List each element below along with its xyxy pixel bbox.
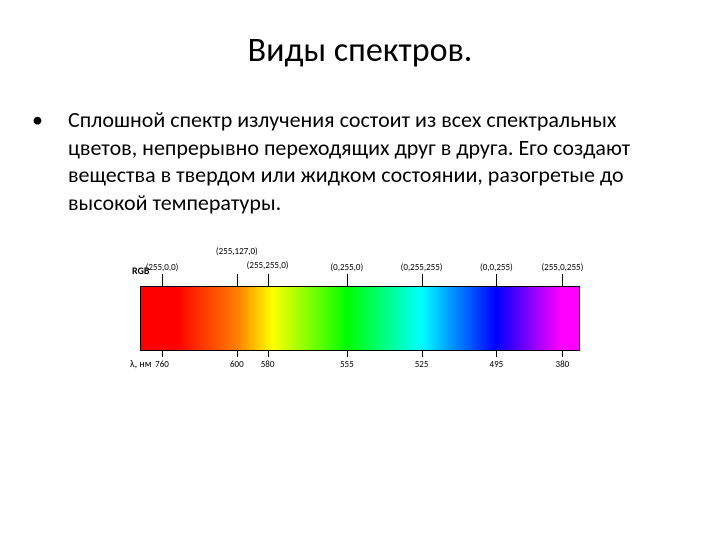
bottom-tick [347, 351, 348, 357]
spectrum-chart: RGB (255,0,0)(255,127,0)(255,255,0)(0,25… [140, 246, 580, 381]
wavelength-label: 555 [340, 359, 354, 370]
rgb-value-label: (0,0,255) [480, 262, 513, 273]
top-tick [562, 274, 563, 286]
rgb-value-label: (255,127,0) [216, 246, 258, 257]
top-tick [496, 274, 497, 286]
rgb-value-label: (255,255,0) [247, 260, 289, 271]
slide-title: Виды спектров. [50, 30, 670, 71]
x-axis-label: λ, нм [130, 357, 152, 370]
rgb-value-label: (255,0,255) [541, 262, 583, 273]
wavelength-label: 495 [490, 359, 504, 370]
bottom-tick [268, 351, 269, 357]
top-tick [237, 274, 238, 286]
wavelength-row: λ, нм 760600580555525495380 [140, 351, 580, 381]
body-text: Сплошной спектр излучения состоит из все… [68, 106, 630, 216]
rgb-value-label: (0,255,0) [330, 262, 363, 273]
bullet-icon: • [50, 106, 68, 134]
top-tick [422, 274, 423, 286]
bottom-tick [422, 351, 423, 357]
wavelength-label: 580 [261, 359, 275, 370]
bottom-tick [237, 351, 238, 357]
wavelength-label: 525 [415, 359, 429, 370]
rgb-label-row: RGB (255,0,0)(255,127,0)(255,255,0)(0,25… [140, 246, 580, 286]
rgb-value-label: (255,0,0) [146, 262, 179, 273]
body-paragraph: •Сплошной спектр излучения состоит из вс… [50, 106, 670, 216]
top-tick [268, 274, 269, 286]
bottom-tick [562, 351, 563, 357]
wavelength-label: 760 [155, 359, 169, 370]
top-tick [162, 274, 163, 286]
wavelength-label: 600 [230, 359, 244, 370]
bottom-tick [162, 351, 163, 357]
wavelength-label: 380 [556, 359, 570, 370]
top-tick [347, 274, 348, 286]
bottom-tick [496, 351, 497, 357]
rgb-value-label: (0,255,255) [401, 262, 443, 273]
spectrum-gradient [140, 286, 580, 351]
